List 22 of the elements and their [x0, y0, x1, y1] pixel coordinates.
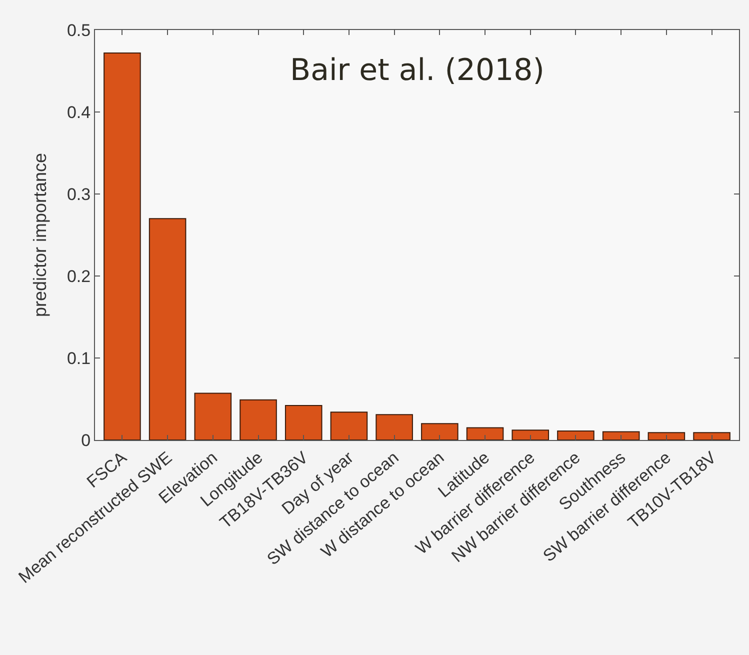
- bar: [148, 218, 186, 440]
- y-tick-label: 0.2: [66, 266, 91, 286]
- y-tick-label: 0.3: [66, 184, 91, 204]
- y-tick-label: 0.1: [66, 348, 91, 368]
- bar: [512, 430, 550, 440]
- y-tick-label: 0: [81, 430, 91, 450]
- bar: [376, 414, 413, 440]
- y-tick-label: 0.5: [66, 20, 91, 40]
- bar: [104, 52, 141, 440]
- bar: [693, 432, 730, 440]
- bar: [421, 423, 458, 440]
- annotation: Bair et al. (2018): [290, 53, 544, 88]
- bar: [330, 412, 368, 440]
- bar: [194, 392, 232, 440]
- y-tick-label: 0.4: [66, 102, 91, 122]
- bar: [557, 430, 594, 440]
- bar: [466, 427, 504, 440]
- y-axis-title: predictor importance: [30, 152, 50, 318]
- bar: [240, 399, 277, 440]
- bar: [602, 431, 640, 440]
- bar: [284, 405, 322, 440]
- bar: [648, 432, 686, 440]
